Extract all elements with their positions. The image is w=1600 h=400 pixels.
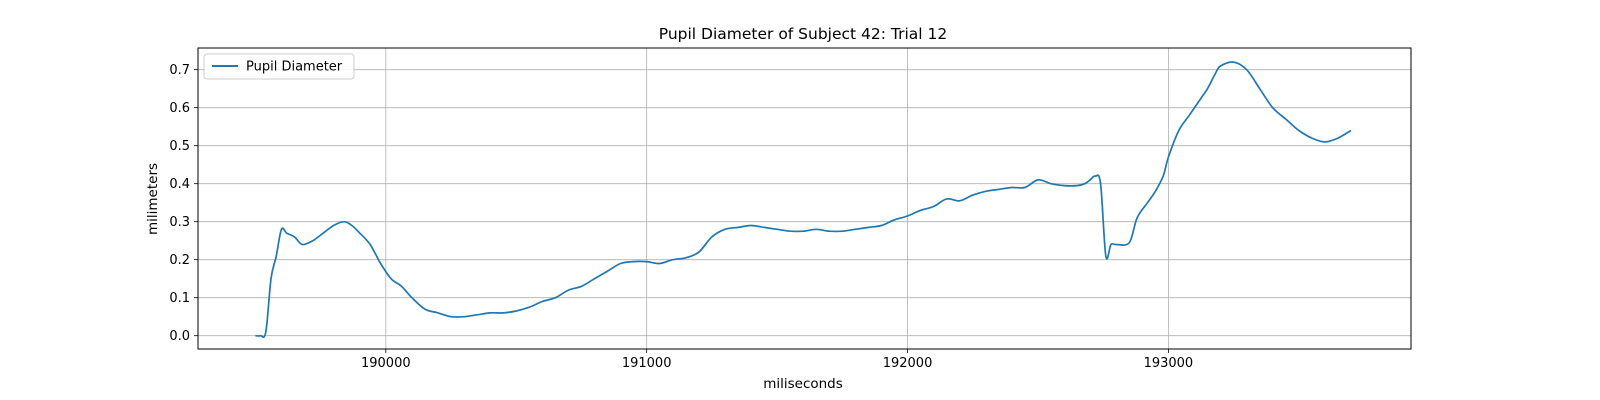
legend: Pupil Diameter — [203, 53, 355, 80]
series-layer — [255, 61, 1352, 338]
y-tick-label: 0.6 — [169, 101, 190, 116]
x-axis-label: miliseconds — [763, 376, 843, 392]
x-tick-label: 191000 — [622, 356, 672, 371]
grid — [198, 48, 1411, 349]
y-tick-label: 0.4 — [169, 177, 190, 192]
x-tick-label: 190000 — [361, 356, 411, 371]
plot-area-frame — [197, 47, 1412, 350]
series-line-pupil-diameter — [255, 61, 1352, 338]
y-tick-label: 0.1 — [169, 291, 190, 306]
x-axis: 190000 191000 192000 193000 — [361, 349, 1193, 371]
y-tick-label: 0.5 — [169, 139, 190, 154]
chart-title: Pupil Diameter of Subject 42: Trial 12 — [659, 25, 948, 43]
y-tick-label: 0.0 — [169, 329, 190, 344]
y-axis: 0.0 0.1 0.2 0.3 0.4 0.5 0.6 0.7 — [169, 63, 198, 344]
y-axis-label: milimeters — [145, 163, 161, 235]
y-tick-label: 0.7 — [169, 63, 190, 78]
x-tick-label: 192000 — [883, 356, 933, 371]
x-tick-label: 193000 — [1144, 356, 1194, 371]
legend-box — [203, 53, 355, 80]
y-tick-label: 0.3 — [169, 215, 190, 230]
legend-label: Pupil Diameter — [246, 60, 343, 75]
y-tick-label: 0.2 — [169, 253, 190, 268]
